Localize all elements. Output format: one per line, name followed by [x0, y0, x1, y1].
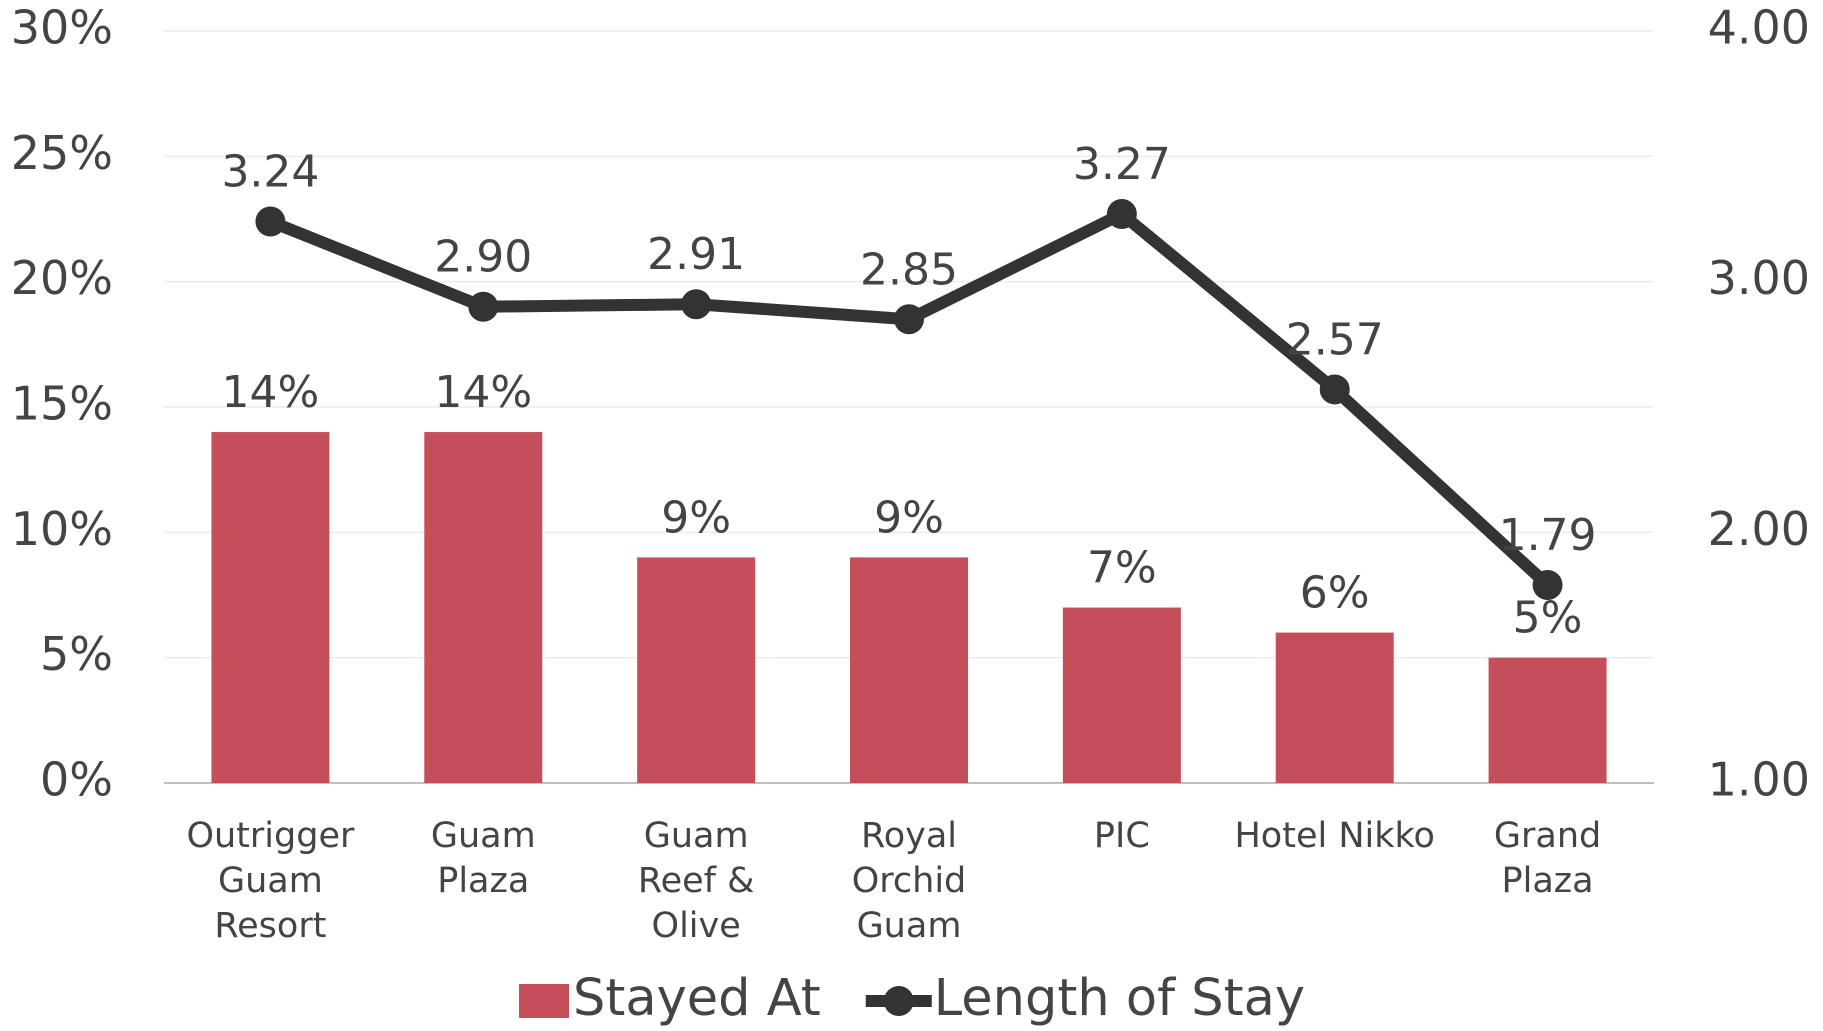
line-value-label: 2.91 — [647, 229, 745, 280]
x-tick-label: Guam Plaza — [431, 816, 536, 901]
y-tick-label: 20% — [11, 251, 113, 305]
bar — [211, 432, 330, 783]
x-tick-label: PIC — [1094, 816, 1150, 856]
line-marker — [255, 206, 286, 237]
bar — [1062, 607, 1181, 783]
line-value-label: 2.57 — [1286, 314, 1384, 365]
y-tick-label: 25% — [11, 126, 113, 180]
line-marker — [681, 289, 712, 320]
bar — [1275, 632, 1394, 783]
x-tick-label: Royal Orchid Guam — [852, 816, 967, 946]
line-marker — [894, 304, 924, 335]
y2-tick-label: 1.00 — [1708, 753, 1810, 807]
bar-value-label: 9% — [874, 492, 944, 543]
bar-value-label: 9% — [661, 492, 731, 543]
line-value-label: 2.85 — [860, 244, 958, 295]
legend-swatch — [519, 984, 569, 1018]
y-tick-label: 10% — [11, 502, 113, 556]
y-tick-label: 15% — [11, 377, 113, 431]
bar — [424, 432, 543, 783]
bar-value-label: 5% — [1513, 593, 1583, 644]
bar-value-label: 6% — [1300, 568, 1370, 619]
line-marker — [1106, 198, 1137, 229]
y2-tick-label: 3.00 — [1708, 251, 1810, 305]
bar — [850, 557, 968, 783]
legend-label: Length of Stay — [934, 969, 1305, 1028]
line-value-label: 3.27 — [1073, 139, 1171, 190]
line-value-label: 2.90 — [434, 232, 532, 283]
y2-tick-label: 4.00 — [1708, 1, 1810, 55]
x-tick-label: Hotel Nikko — [1234, 816, 1434, 856]
legend-swatch-marker — [883, 986, 914, 1016]
legend-label: Stayed At — [573, 969, 821, 1028]
line-value-label: 1.79 — [1499, 510, 1597, 561]
bar — [1488, 657, 1607, 783]
line-value-label: 3.24 — [221, 147, 319, 198]
bar-value-label: 14% — [434, 367, 532, 418]
bar-value-label: 7% — [1087, 543, 1157, 594]
y-tick-label: 5% — [40, 627, 113, 681]
x-tick-label: Guam Reef & Olive — [638, 816, 755, 946]
bar-value-label: 14% — [222, 367, 320, 418]
x-tick-label: Outrigger Guam Resort — [186, 816, 355, 946]
bar — [637, 557, 756, 783]
line-marker — [1319, 374, 1350, 405]
line-marker — [468, 291, 499, 322]
line-marker — [1532, 569, 1563, 600]
y-tick-label: 0% — [40, 753, 113, 807]
y-tick-label: 30% — [11, 1, 113, 55]
x-tick-label: Grand Plaza — [1494, 816, 1601, 901]
y2-tick-label: 2.00 — [1708, 502, 1810, 556]
